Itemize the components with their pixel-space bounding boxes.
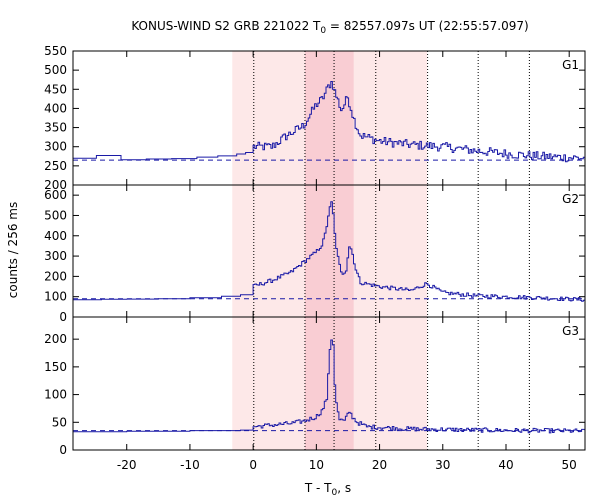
panels-group: 200250300350400450500550G101002003004005… bbox=[44, 44, 586, 472]
y-tick-label: 300 bbox=[44, 249, 67, 263]
panel-label-g2: G2 bbox=[562, 192, 579, 206]
x-axis-label-post: , s bbox=[337, 481, 351, 495]
shaded-interval-dark bbox=[304, 185, 354, 317]
y-tick-label: 200 bbox=[44, 178, 67, 192]
x-tick-label: 40 bbox=[498, 458, 513, 472]
x-tick-label: 50 bbox=[562, 458, 577, 472]
shaded-interval-dark bbox=[304, 317, 354, 450]
y-tick-label: 350 bbox=[44, 121, 67, 135]
y-tick-label: 500 bbox=[44, 63, 67, 77]
x-axis-label-pre: T - T bbox=[304, 481, 332, 495]
panel-g3: 0 50 100 150 200 G3 bbox=[44, 316, 586, 457]
x-tick-label: -20 bbox=[117, 458, 137, 472]
x-tick-label: -10 bbox=[180, 458, 200, 472]
y-tick-label: 0 bbox=[59, 310, 67, 324]
y-tick-label: 400 bbox=[44, 101, 67, 115]
y-tick-label: 400 bbox=[44, 229, 67, 243]
y-tick-label: 200 bbox=[44, 332, 67, 346]
chart-title-pre: KONUS-WIND S2 GRB 221022 T bbox=[131, 19, 321, 33]
y-axis-label: counts / 256 ms bbox=[6, 202, 20, 298]
count-rate-curve-g3 bbox=[73, 339, 586, 434]
y-tick-label: 500 bbox=[44, 208, 67, 222]
count-rate-curve-g2 bbox=[73, 201, 586, 302]
y-tick-label: 600 bbox=[44, 188, 67, 202]
y-tick-label: 200 bbox=[44, 269, 67, 283]
y-tick-label: 50 bbox=[52, 415, 67, 429]
shaded-interval-dark bbox=[304, 51, 354, 185]
panel-frame bbox=[72, 316, 586, 451]
panel-g1: 200 250 300 350 400 450 500 550 G1 bbox=[44, 44, 586, 192]
chart-title: KONUS-WIND S2 GRB 221022 T0 = 82557.097s… bbox=[131, 19, 528, 36]
y-tick-label: 450 bbox=[44, 82, 67, 96]
panel-label-g1: G1 bbox=[562, 58, 579, 72]
y-tick-label: 150 bbox=[44, 360, 67, 374]
x-axis-label: T - T0, s bbox=[304, 481, 351, 498]
y-tick-label: 550 bbox=[44, 44, 67, 58]
y-tick-label: 100 bbox=[44, 290, 67, 304]
chart-title-sub: 0 bbox=[320, 26, 326, 36]
x-tick-label: 30 bbox=[435, 458, 450, 472]
y-tick-label: 250 bbox=[44, 159, 67, 173]
chart-title-post: = 82557.097s UT (22:55:57.097) bbox=[326, 19, 529, 33]
x-axis-label-sub: 0 bbox=[332, 488, 338, 498]
x-tick-label: 20 bbox=[372, 458, 387, 472]
y-tick-label: 0 bbox=[59, 443, 67, 457]
y-tick-label: 100 bbox=[44, 388, 67, 402]
panel-label-g3: G3 bbox=[562, 324, 579, 338]
x-tick-label: 10 bbox=[309, 458, 324, 472]
count-rate-curve-g1 bbox=[73, 81, 586, 163]
panel-g2: 0 100 200 300 400 500 600 G2 bbox=[44, 184, 586, 324]
x-tick-label: 0 bbox=[249, 458, 257, 472]
y-tick-label: 300 bbox=[44, 140, 67, 154]
